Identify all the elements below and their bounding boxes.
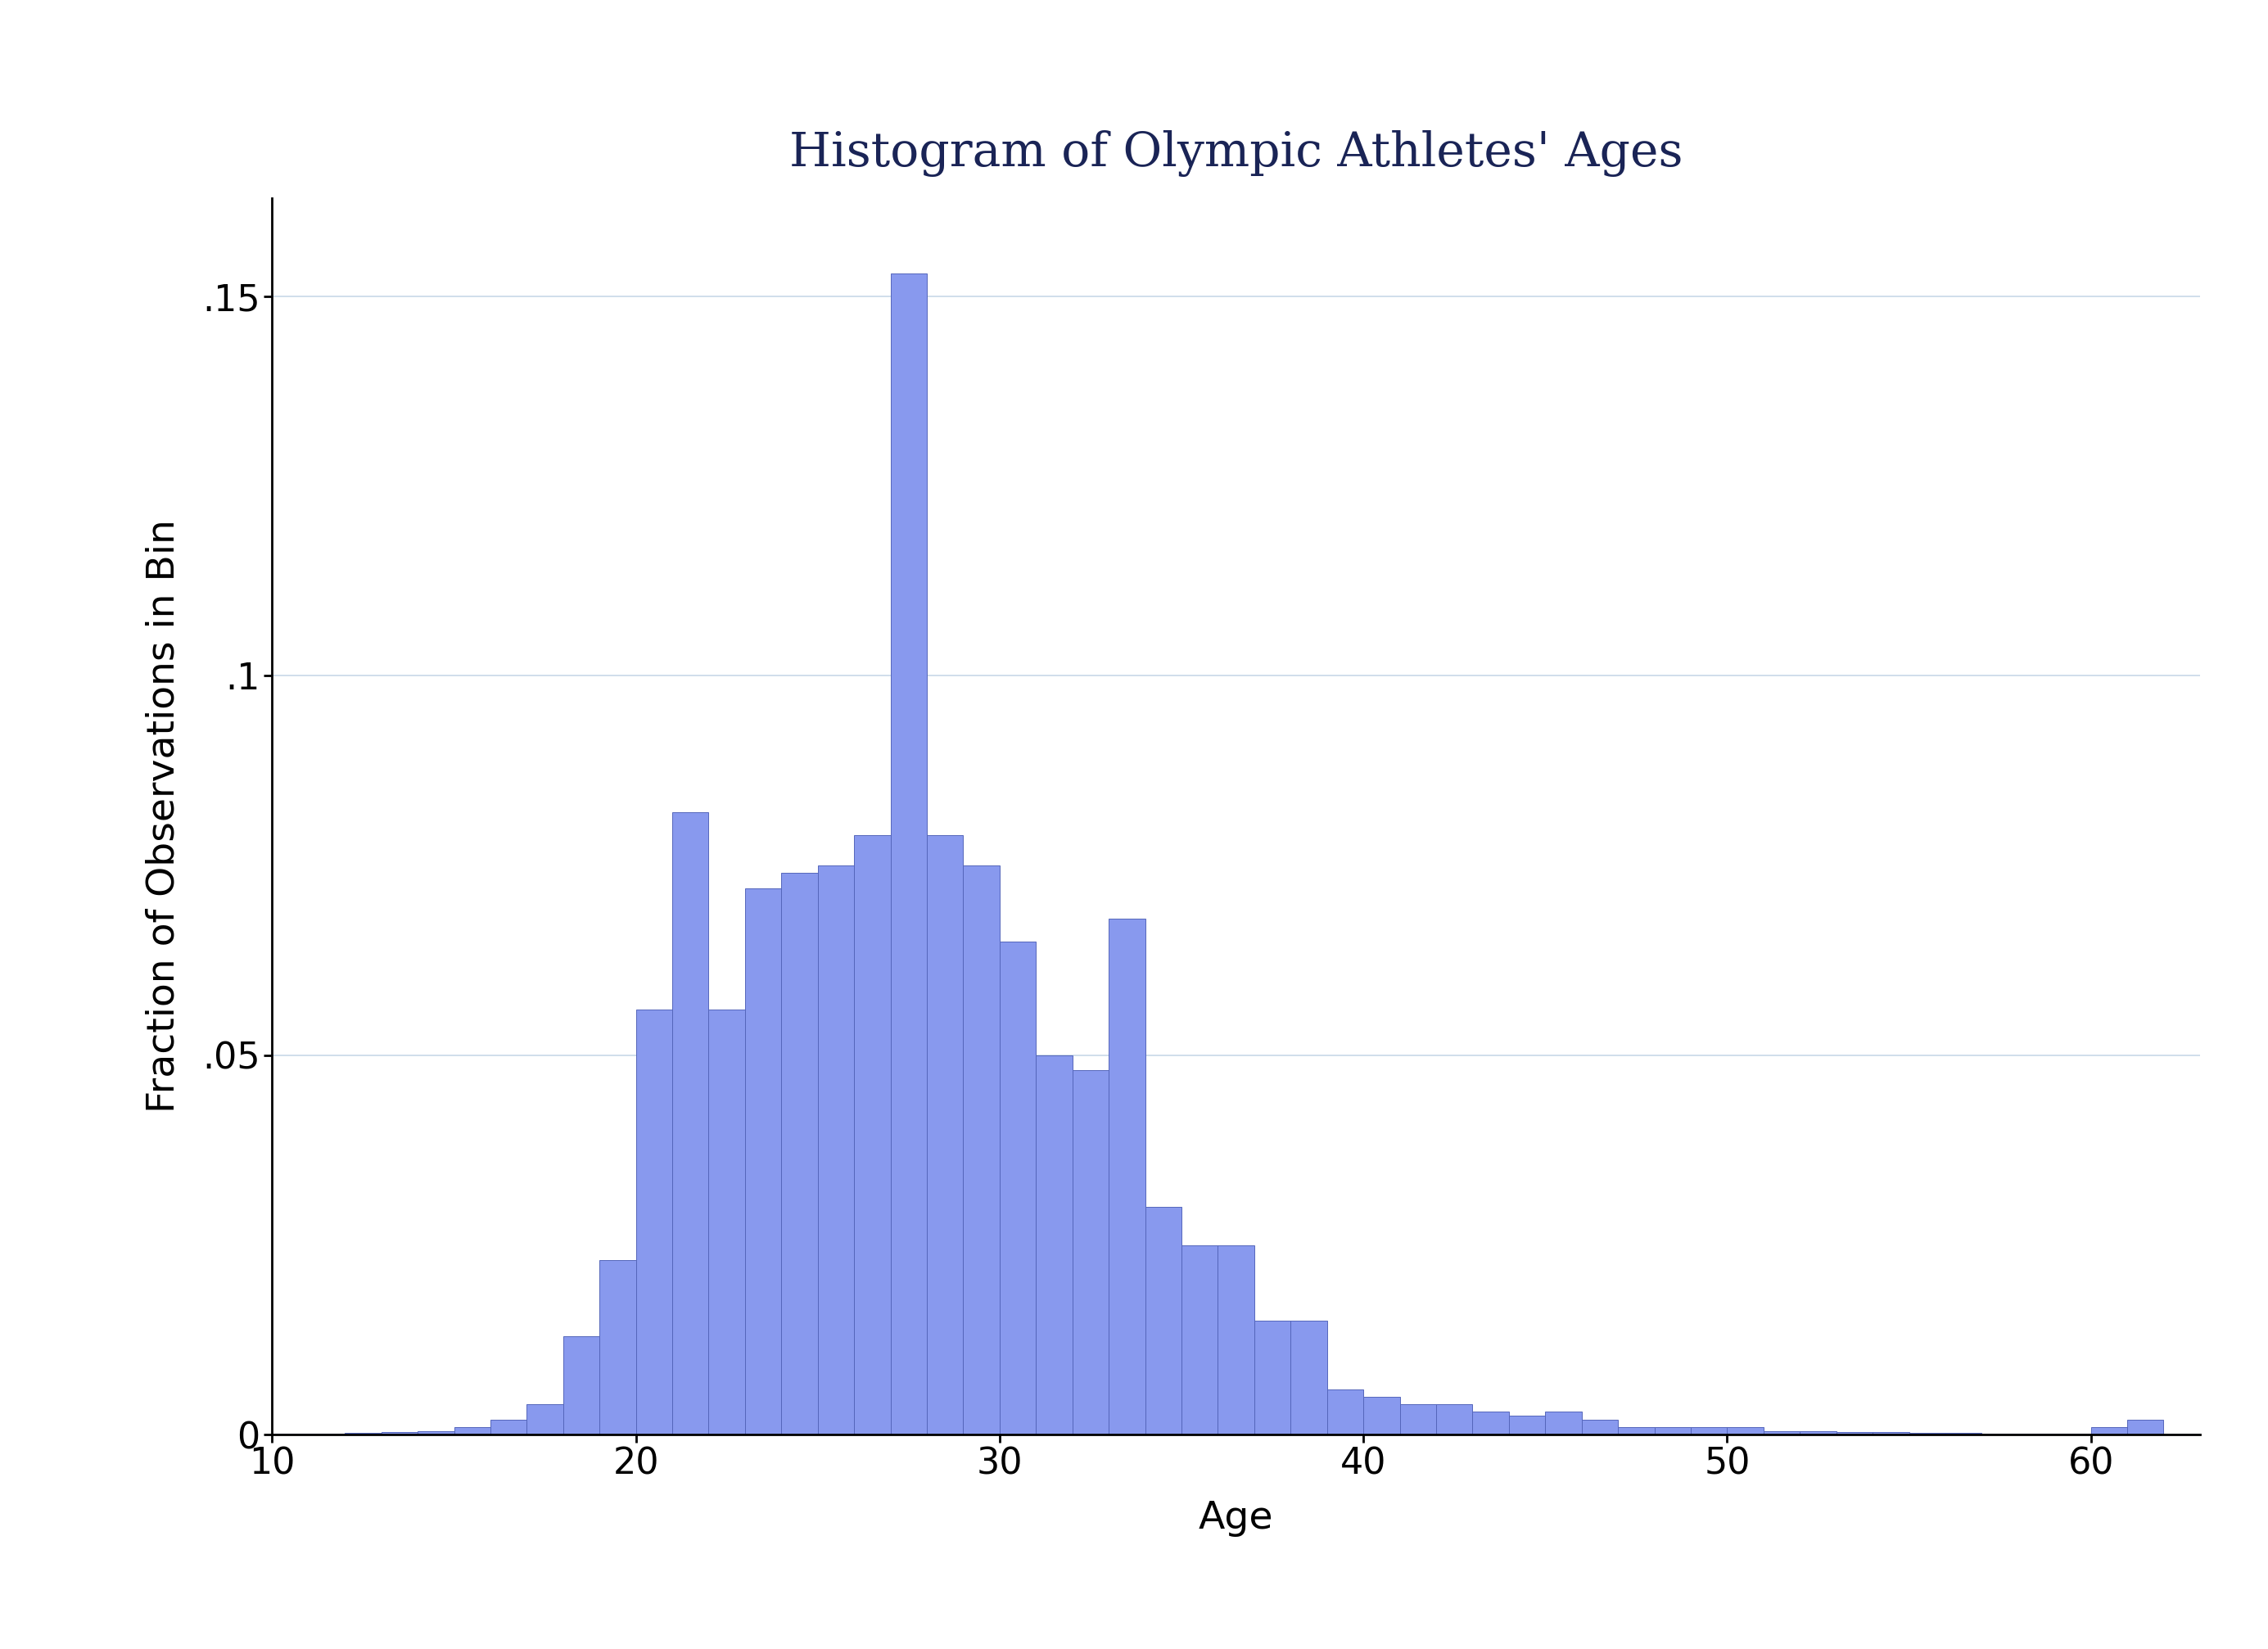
Bar — [744, 889, 782, 1435]
Bar — [599, 1260, 635, 1435]
Bar — [1327, 1388, 1363, 1435]
Bar — [2091, 1426, 2127, 1435]
Bar — [1182, 1245, 1218, 1435]
Bar — [1000, 942, 1036, 1435]
Bar — [819, 866, 855, 1435]
Bar — [635, 1009, 671, 1435]
Bar — [1145, 1207, 1182, 1435]
Bar — [1109, 918, 1145, 1435]
Bar — [1508, 1415, 1545, 1435]
Bar — [855, 836, 891, 1435]
Bar — [1036, 1055, 1073, 1435]
Bar — [490, 1420, 526, 1435]
Bar — [671, 813, 708, 1435]
Bar — [1837, 1433, 1873, 1435]
Bar — [1801, 1431, 1837, 1435]
Y-axis label: Fraction of Observations in Bin: Fraction of Observations in Bin — [145, 519, 181, 1113]
Bar — [2127, 1420, 2164, 1435]
Bar — [1073, 1070, 1109, 1435]
Bar — [1363, 1397, 1399, 1435]
Bar — [381, 1433, 417, 1435]
Bar — [1617, 1426, 1653, 1435]
Bar — [708, 1009, 744, 1435]
Bar — [928, 836, 964, 1435]
Bar — [526, 1405, 562, 1435]
Bar — [1581, 1420, 1617, 1435]
Bar — [1254, 1321, 1290, 1435]
Bar — [417, 1431, 454, 1435]
X-axis label: Age: Age — [1198, 1501, 1275, 1537]
Bar — [454, 1426, 490, 1435]
Bar — [1290, 1321, 1327, 1435]
Bar — [1399, 1405, 1436, 1435]
Bar — [1690, 1426, 1728, 1435]
Bar — [1472, 1412, 1508, 1435]
Bar — [562, 1336, 599, 1435]
Bar — [964, 866, 1000, 1435]
Bar — [1218, 1245, 1254, 1435]
Bar — [1728, 1426, 1765, 1435]
Title: Histogram of Olympic Athletes' Ages: Histogram of Olympic Athletes' Ages — [789, 130, 1683, 176]
Bar — [1653, 1426, 1690, 1435]
Bar — [891, 274, 928, 1435]
Bar — [1436, 1405, 1472, 1435]
Bar — [1765, 1431, 1801, 1435]
Bar — [1873, 1433, 1910, 1435]
Bar — [1545, 1412, 1581, 1435]
Bar — [782, 874, 819, 1435]
